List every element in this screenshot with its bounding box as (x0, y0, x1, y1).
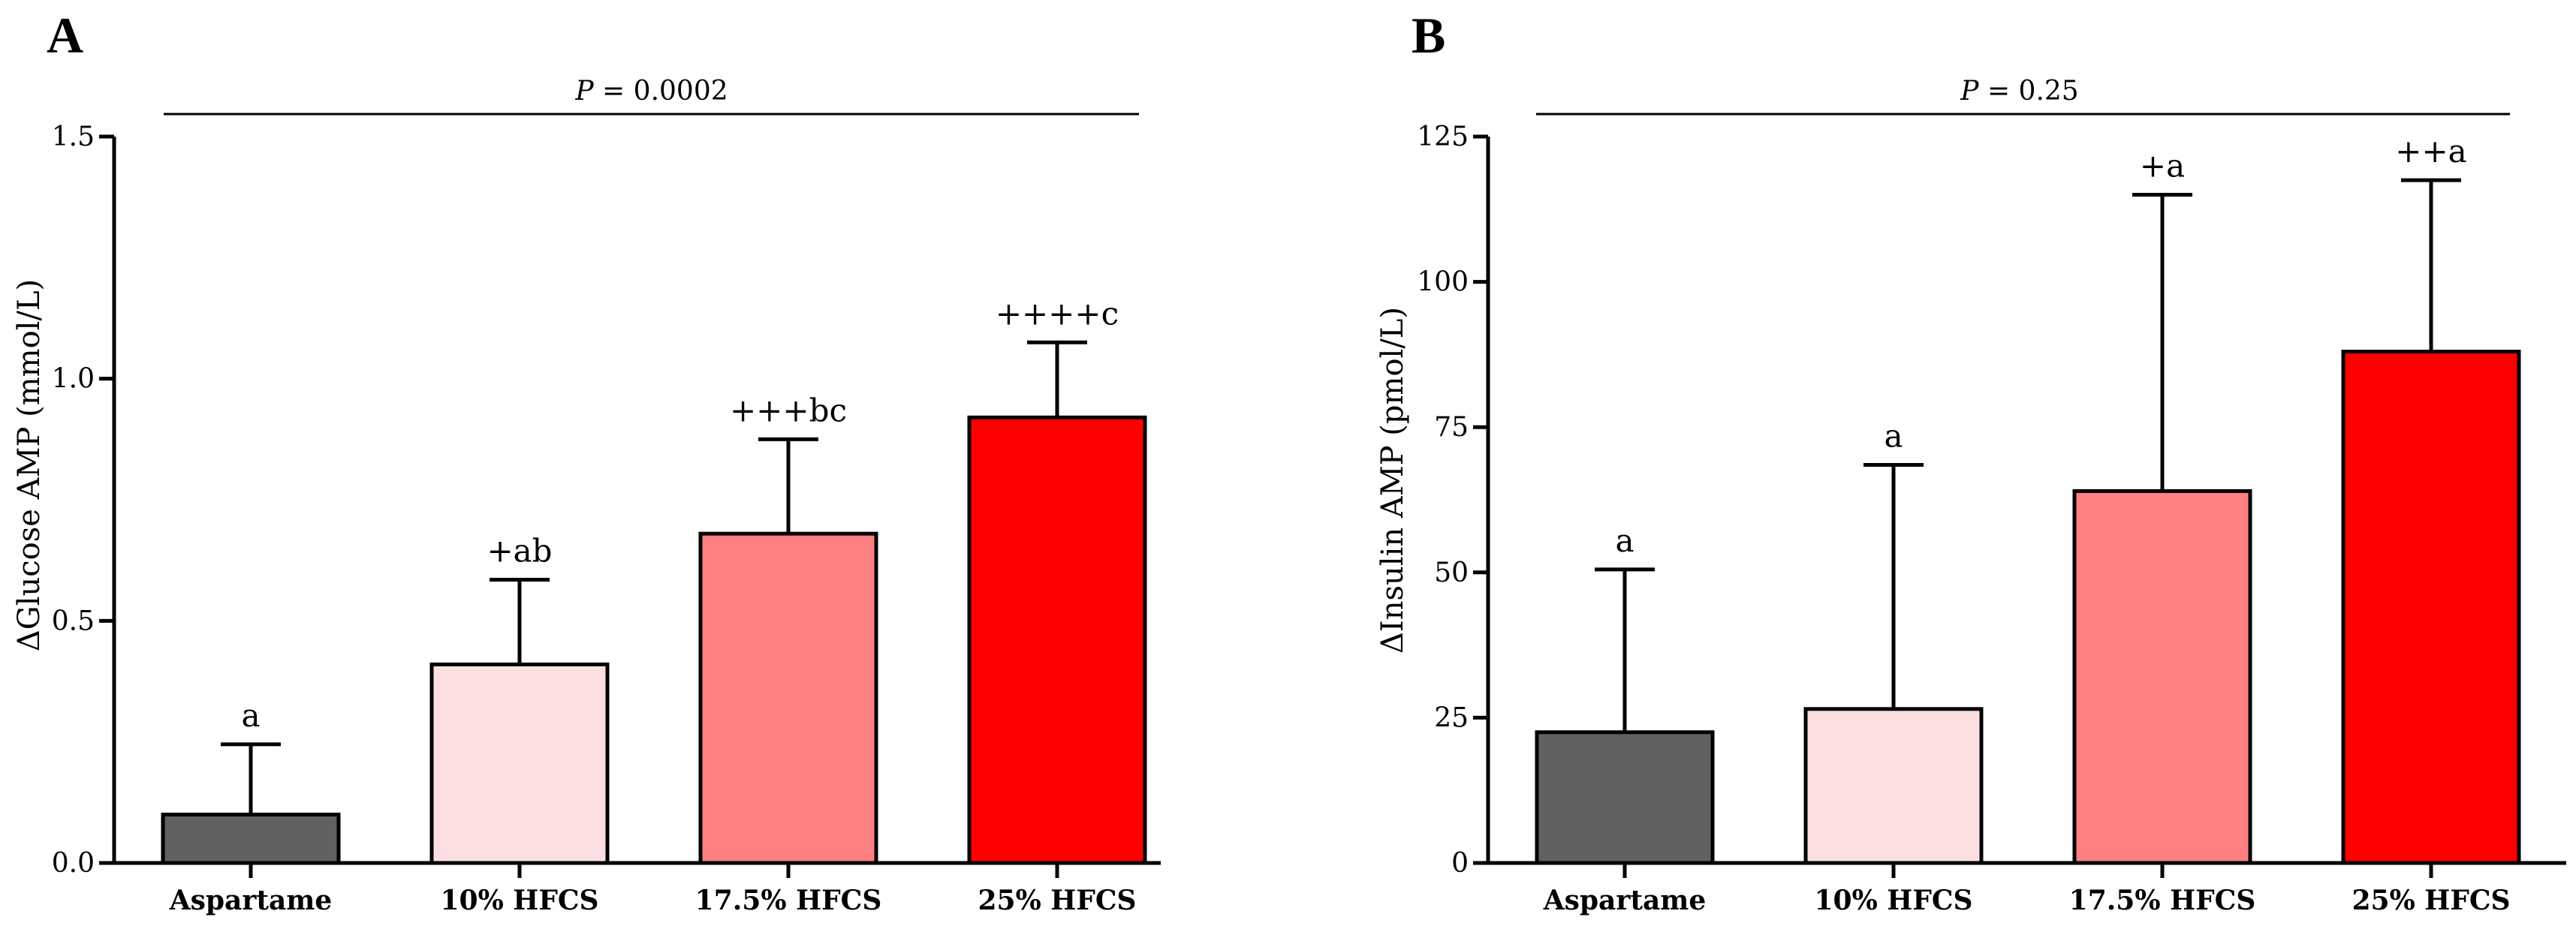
y-tick-label: 75 (1434, 412, 1469, 443)
category-label: 25% HFCS (2352, 885, 2510, 916)
significance-label: +a (2140, 147, 2185, 184)
bars: a Aspartame a 10% HFCS +a 17.5% HFCS ++a 25% HF… (1535, 133, 2521, 916)
bar (2072, 489, 2252, 865)
category-label: 10% HFCS (440, 885, 598, 916)
significance-label: +ab (487, 532, 552, 569)
significance-label: a (241, 697, 260, 734)
significance-label: +++bc (730, 392, 847, 428)
bar (2341, 350, 2521, 865)
bar (698, 531, 878, 865)
category-label: 10% HFCS (1814, 885, 1972, 916)
category-label: 17.5% HFCS (695, 885, 882, 916)
p-value-label: P = 0.0002 (574, 76, 728, 107)
bar (429, 662, 610, 865)
significance-label: a (1615, 522, 1634, 559)
bar (1535, 730, 1715, 865)
significance-label: a (1884, 418, 1903, 455)
y-tick-label: 125 (1417, 122, 1469, 152)
y-tick-label: 1.0 (52, 364, 95, 395)
category-label: 25% HFCS (978, 885, 1136, 916)
y-tick-label: 0.5 (52, 606, 95, 636)
bar (161, 812, 341, 865)
p-symbol: P (1960, 76, 1979, 107)
y-axis-label: ΔInsulin AMP (pmol/L) (1375, 307, 1410, 654)
category-label: Aspartame (1543, 885, 1707, 916)
bars: a Aspartame +ab 10% HFCS +++bc 17.5% HFCS ++++… (161, 295, 1147, 916)
bar (1803, 707, 1984, 865)
category-label: Aspartame (169, 885, 333, 916)
y-axis-label: ΔGlucose AMP (mmol/L) (12, 279, 47, 651)
y-ticks: 0.0 0.5 1.0 1.5 (52, 122, 114, 879)
p-value: = 0.0002 (594, 76, 728, 107)
significance-label: ++++c (996, 295, 1119, 332)
panel-letter-b: B (1412, 7, 1445, 64)
bar (967, 415, 1147, 865)
category-label: 17.5% HFCS (2069, 885, 2256, 916)
y-tick-label: 100 (1417, 267, 1469, 298)
p-symbol: P (574, 76, 594, 107)
significance-label: ++a (2395, 133, 2466, 170)
y-tick-label: 0 (1451, 848, 1469, 879)
y-tick-label: 25 (1434, 702, 1469, 733)
p-value: = 0.25 (1979, 76, 2079, 107)
y-ticks: 0 25 50 75 100 125 (1417, 122, 1488, 879)
p-value-label: P = 0.25 (1960, 76, 2078, 107)
y-tick-label: 50 (1434, 558, 1469, 588)
y-tick-label: 0.0 (52, 848, 95, 879)
y-tick-label: 1.5 (52, 122, 95, 152)
panel-a: A P = 0.0002 ΔGlucose AMP (mmol/L) 0.00.… (12, 7, 1161, 916)
panel-b: B P = 0.25 ΔInsulin AMP (pmol/L) 0 25 50 75… (1375, 7, 2566, 916)
panel-letter-a: A (47, 7, 83, 64)
